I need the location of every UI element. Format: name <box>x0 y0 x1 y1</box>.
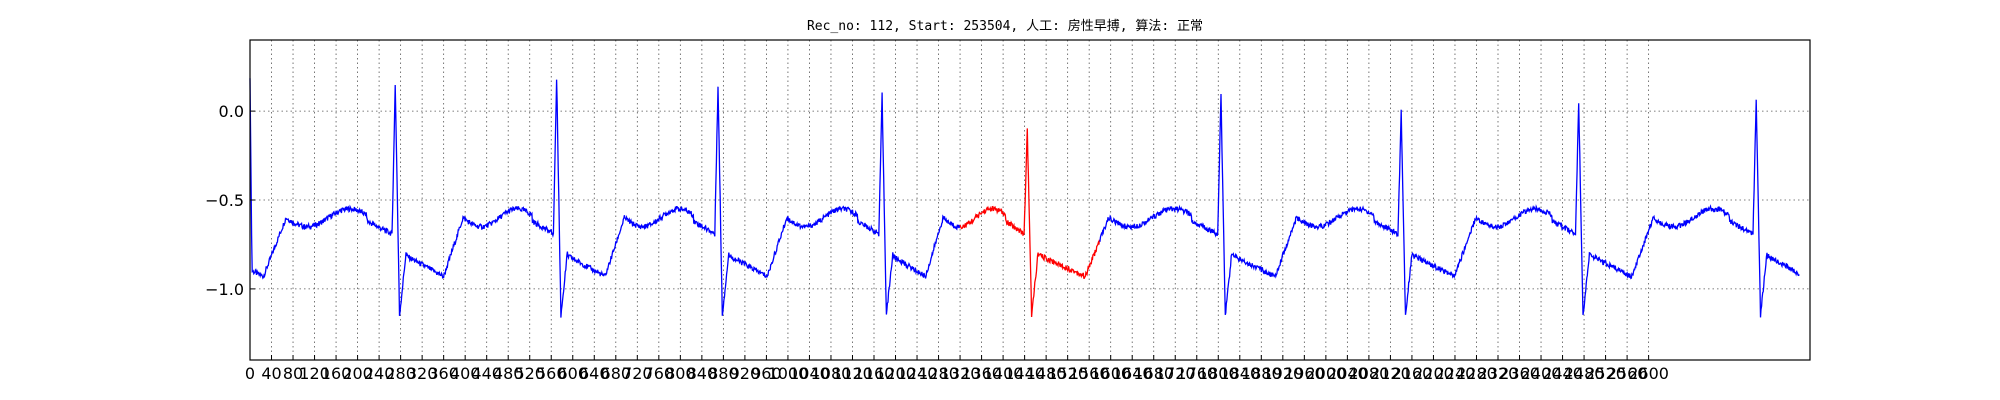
x-tick-label: 1360 <box>961 364 1002 383</box>
x-tick-label: 1440 <box>1004 364 1045 383</box>
x-tick-label: 2240 <box>1435 364 1476 383</box>
x-tick-label: 1120 <box>832 364 873 383</box>
x-tick-label: 2480 <box>1564 364 1605 383</box>
x-tick-label: 0 <box>245 364 255 383</box>
x-tick-label: 520 <box>514 364 545 383</box>
x-axis-ticks: 0 40 8012016020024028032036040044048052056… <box>245 355 1669 383</box>
x-tick-label: 2000 <box>1306 364 1347 383</box>
x-tick-label: 880 <box>708 364 739 383</box>
x-tick-label: 200 <box>342 364 373 383</box>
x-tick-label: 1160 <box>854 364 895 383</box>
x-tick-label: 1520 <box>1047 364 1088 383</box>
x-tick-label: 2600 <box>1628 364 1669 383</box>
ecg-series-line-1 <box>959 128 1101 318</box>
x-tick-label: 600 <box>557 364 588 383</box>
x-tick-label: 1880 <box>1241 364 1282 383</box>
x-tick-label: 2360 <box>1499 364 1540 383</box>
x-tick-label: 1040 <box>789 364 830 383</box>
x-tick-label: 2440 <box>1542 364 1583 383</box>
y-tick-label: −1.0 <box>205 280 244 299</box>
x-tick-label: 760 <box>644 364 675 383</box>
x-tick-label: 920 <box>730 364 761 383</box>
ecg-series <box>249 78 1800 318</box>
x-tick-label: 840 <box>687 364 718 383</box>
x-tick-label: 400 <box>450 364 481 383</box>
x-tick-label: 480 <box>493 364 524 383</box>
x-tick-label: 680 <box>601 364 632 383</box>
x-tick-label: 2280 <box>1456 364 1497 383</box>
x-tick-label: 1760 <box>1176 364 1217 383</box>
x-tick-label: 2160 <box>1392 364 1433 383</box>
x-tick-label: 1320 <box>940 364 981 383</box>
x-tick-label: 280 <box>385 364 416 383</box>
x-tick-label: 1560 <box>1069 364 1110 383</box>
x-tick-label: 2120 <box>1370 364 1411 383</box>
x-tick-label: 360 <box>428 364 459 383</box>
x-tick-label: 1200 <box>875 364 916 383</box>
y-tick-label: 0.0 <box>219 102 244 121</box>
x-tick-label: 1640 <box>1112 364 1153 383</box>
x-tick-label: 440 <box>471 364 502 383</box>
x-tick-label: 160 <box>321 364 352 383</box>
x-tick-label: 1800 <box>1198 364 1239 383</box>
x-tick-label: 80 <box>283 364 303 383</box>
x-tick-label: 560 <box>536 364 567 383</box>
plot-frame <box>249 39 1811 361</box>
x-tick-label: 2400 <box>1521 364 1562 383</box>
x-tick-label: 1480 <box>1026 364 1067 383</box>
x-tick-label: 1720 <box>1155 364 1196 383</box>
x-tick-label: 2080 <box>1349 364 1390 383</box>
x-tick-label: 1000 <box>768 364 809 383</box>
x-tick-label: 1240 <box>897 364 938 383</box>
y-tick-label: −0.5 <box>205 191 244 210</box>
x-tick-label: 1600 <box>1090 364 1131 383</box>
x-tick-label: 2560 <box>1607 364 1648 383</box>
x-tick-label: 640 <box>579 364 610 383</box>
x-tick-label: 960 <box>751 364 782 383</box>
x-tick-label: 1280 <box>918 364 959 383</box>
x-tick-label: 1400 <box>983 364 1024 383</box>
x-tick-label: 40 <box>261 364 281 383</box>
x-tick-label: 2520 <box>1585 364 1626 383</box>
ecg-series-line-0 <box>249 78 961 318</box>
x-tick-label: 1920 <box>1262 364 1303 383</box>
x-tick-label: 1840 <box>1219 364 1260 383</box>
y-axis-ticks: 0.0 −0.5 −1.0 <box>205 102 255 299</box>
x-tick-label: 720 <box>622 364 653 383</box>
x-tick-label: 2320 <box>1478 364 1519 383</box>
grid-lines <box>249 40 1810 360</box>
x-tick-label: 120 <box>299 364 330 383</box>
ecg-series-line-2 <box>1099 93 1800 318</box>
x-tick-label: 240 <box>364 364 395 383</box>
x-tick-label: 1680 <box>1133 364 1174 383</box>
x-tick-label: 320 <box>407 364 438 383</box>
x-tick-label: 800 <box>665 364 696 383</box>
x-tick-label: 1960 <box>1284 364 1325 383</box>
chart-title: Rec_no: 112, Start: 253504, 人工: 房性早搏, 算法… <box>807 18 1203 34</box>
x-tick-label: 1080 <box>811 364 852 383</box>
x-tick-label: 2040 <box>1327 364 1368 383</box>
x-tick-label: 2200 <box>1413 364 1454 383</box>
